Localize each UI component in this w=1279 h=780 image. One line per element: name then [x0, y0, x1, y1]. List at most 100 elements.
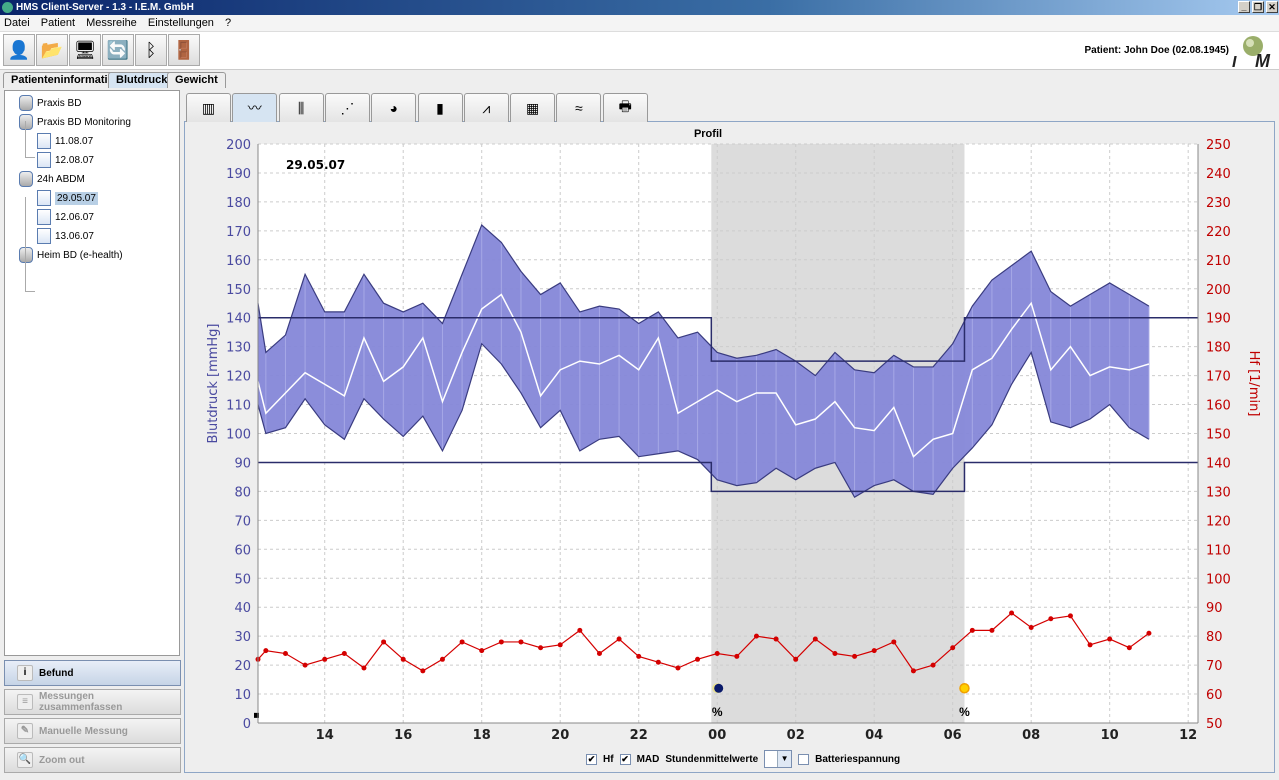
y2-tick-label: 180: [1206, 341, 1231, 356]
tree-node-label: 24h ABDM: [37, 173, 85, 185]
y2-tick-label: 120: [1206, 514, 1231, 529]
heart-rate-point: [1028, 624, 1034, 630]
y2-tick-label: 80: [1206, 630, 1223, 645]
chevron-down-icon: ▼: [777, 751, 792, 767]
systolic-line: [257, 224, 1150, 377]
messungen-zusammenfassen-button[interactable]: ≡ Messungen zusammenfassen: [4, 689, 181, 715]
bar-range-chart-icon: ⫼: [297, 99, 305, 116]
sync-device-button[interactable]: 🔄: [102, 34, 134, 66]
zoom-out-button[interactable]: 🔍 Zoom out: [4, 747, 181, 773]
heart-rate-point: [675, 665, 681, 671]
maximize-button[interactable]: ❐: [1252, 1, 1264, 13]
y-tick-label: 130: [226, 341, 251, 356]
tab-blutdruck[interactable]: Blutdruck: [108, 72, 176, 88]
y-axis-label: Blutdruck [mmHg]: [206, 323, 221, 443]
menu-help[interactable]: ?: [225, 17, 232, 29]
tab-patienteninformation[interactable]: Patienteninformation: [3, 72, 130, 88]
tree-node[interactable]: 12.08.07: [37, 152, 94, 168]
menu-einstellungen[interactable]: Einstellungen: [147, 17, 214, 29]
heart-rate-point: [596, 651, 602, 657]
patient-label: Patient: John Doe (02.08.1945): [1084, 45, 1230, 56]
tree-node[interactable]: 24h ABDM: [19, 171, 85, 187]
hourly-means-dropdown[interactable]: ▼: [764, 750, 793, 768]
y2-tick-label: 110: [1206, 543, 1231, 558]
chart-tab-trend-chart[interactable]: ≈: [556, 93, 602, 122]
y-tick-label: 10: [234, 688, 251, 703]
heart-rate-point: [695, 656, 701, 662]
tree-node-label: 29.05.07: [55, 191, 98, 205]
tab-gewicht[interactable]: Gewicht: [167, 72, 226, 88]
tree-node[interactable]: 11.08.07: [37, 133, 93, 149]
y2-tick-label: 90: [1206, 601, 1223, 616]
heart-rate-point: [891, 639, 897, 645]
zoom-out-icon: 🔍: [17, 752, 33, 768]
menu-bar: Datei Patient Messreihe Einstellungen ?: [0, 15, 1279, 32]
chart-tab-pie-chart[interactable]: ◕: [371, 93, 417, 122]
y-tick-label: 190: [226, 167, 251, 182]
heart-rate-point: [557, 642, 563, 648]
chart-tab-max-min-avg[interactable]: ⩘: [463, 93, 509, 122]
heart-rate-point: [930, 662, 936, 668]
heart-rate-point: [1107, 636, 1113, 642]
tree-node[interactable]: Heim BD (e-health): [19, 247, 123, 263]
mad-label: MAD: [636, 753, 660, 765]
download-device-button[interactable]: 🖥: [69, 34, 101, 66]
tree-node[interactable]: 13.06.07: [37, 228, 94, 244]
x-tick-label: 08: [1022, 728, 1040, 743]
chart-tab-print[interactable]: 🖶: [602, 93, 648, 122]
y2-tick-label: 200: [1206, 283, 1231, 298]
battery-label: Batteriespannung: [815, 753, 901, 765]
chart-tab-report-device[interactable]: ▦: [510, 93, 556, 122]
chart-tab-bar-range-chart[interactable]: ⫼: [278, 93, 324, 122]
heart-rate-point: [812, 636, 818, 642]
heart-rate-point: [636, 653, 642, 659]
battery-checkbox[interactable]: [798, 753, 810, 765]
heart-rate-point: [1009, 610, 1015, 616]
mad-checkbox[interactable]: ✔: [619, 753, 631, 765]
add-patient-button[interactable]: 👤: [3, 34, 35, 66]
manuelle-messung-button[interactable]: ✎ Manuelle Messung: [4, 718, 181, 744]
close-button[interactable]: ✕: [1266, 1, 1278, 13]
chart-tab-table-view[interactable]: ▥: [186, 93, 231, 122]
heart-rate-point: [518, 639, 524, 645]
heart-rate-point: [1048, 616, 1054, 622]
heart-rate-point: [852, 653, 858, 659]
hf-checkbox[interactable]: ✔: [586, 753, 597, 765]
heart-rate-point: [282, 651, 288, 657]
menu-patient[interactable]: Patient: [40, 17, 75, 29]
histogram-icon: ▮: [436, 99, 444, 116]
tree-node[interactable]: 29.05.07: [37, 190, 98, 206]
minimize-button[interactable]: _: [1238, 1, 1250, 13]
chart-title: Profil: [694, 128, 722, 140]
exit-door-button[interactable]: 🚪: [168, 34, 200, 66]
y-tick-label: 150: [226, 283, 251, 298]
heart-rate-point: [498, 639, 504, 645]
heart-rate-point: [871, 648, 877, 654]
chart-tab-histogram[interactable]: ▮: [417, 93, 463, 122]
menu-messreihe[interactable]: Messreihe: [86, 17, 137, 29]
heart-rate-point: [989, 627, 995, 633]
hourly-means-label: Stundenmittelwerte: [665, 753, 759, 765]
chart-tab-profile-chart[interactable]: 〰: [232, 93, 278, 122]
y-tick-label: 120: [226, 370, 251, 385]
bluetooth-icon: ᛒ: [145, 39, 157, 60]
menu-datei[interactable]: Datei: [4, 17, 30, 29]
y-tick-label: 110: [226, 399, 251, 414]
tree-node[interactable]: Praxis BD: [19, 95, 81, 111]
befund-button[interactable]: i Befund: [4, 660, 181, 686]
tree-node[interactable]: Praxis BD Monitoring: [19, 114, 131, 130]
y2-tick-label: 150: [1206, 428, 1231, 443]
tree-connector: [25, 121, 35, 158]
date-label: 29.05.07: [286, 158, 345, 172]
tree-node-label: Praxis BD Monitoring: [37, 116, 131, 128]
open-patient-folder-button[interactable]: 📂: [36, 34, 68, 66]
y2-tick-label: 100: [1206, 572, 1231, 587]
bluetooth-button[interactable]: ᛒ: [135, 34, 167, 66]
tree-node-label: Praxis BD: [37, 97, 82, 109]
tree-node[interactable]: 12.06.07: [37, 209, 94, 225]
y-tick-label: 40: [234, 601, 251, 616]
chart-tab-scatter-chart[interactable]: ⋰: [324, 93, 370, 122]
max-min-avg-icon: ⩘: [482, 99, 491, 116]
heart-rate-point: [420, 668, 426, 674]
y2-tick-label: 50: [1206, 717, 1223, 732]
